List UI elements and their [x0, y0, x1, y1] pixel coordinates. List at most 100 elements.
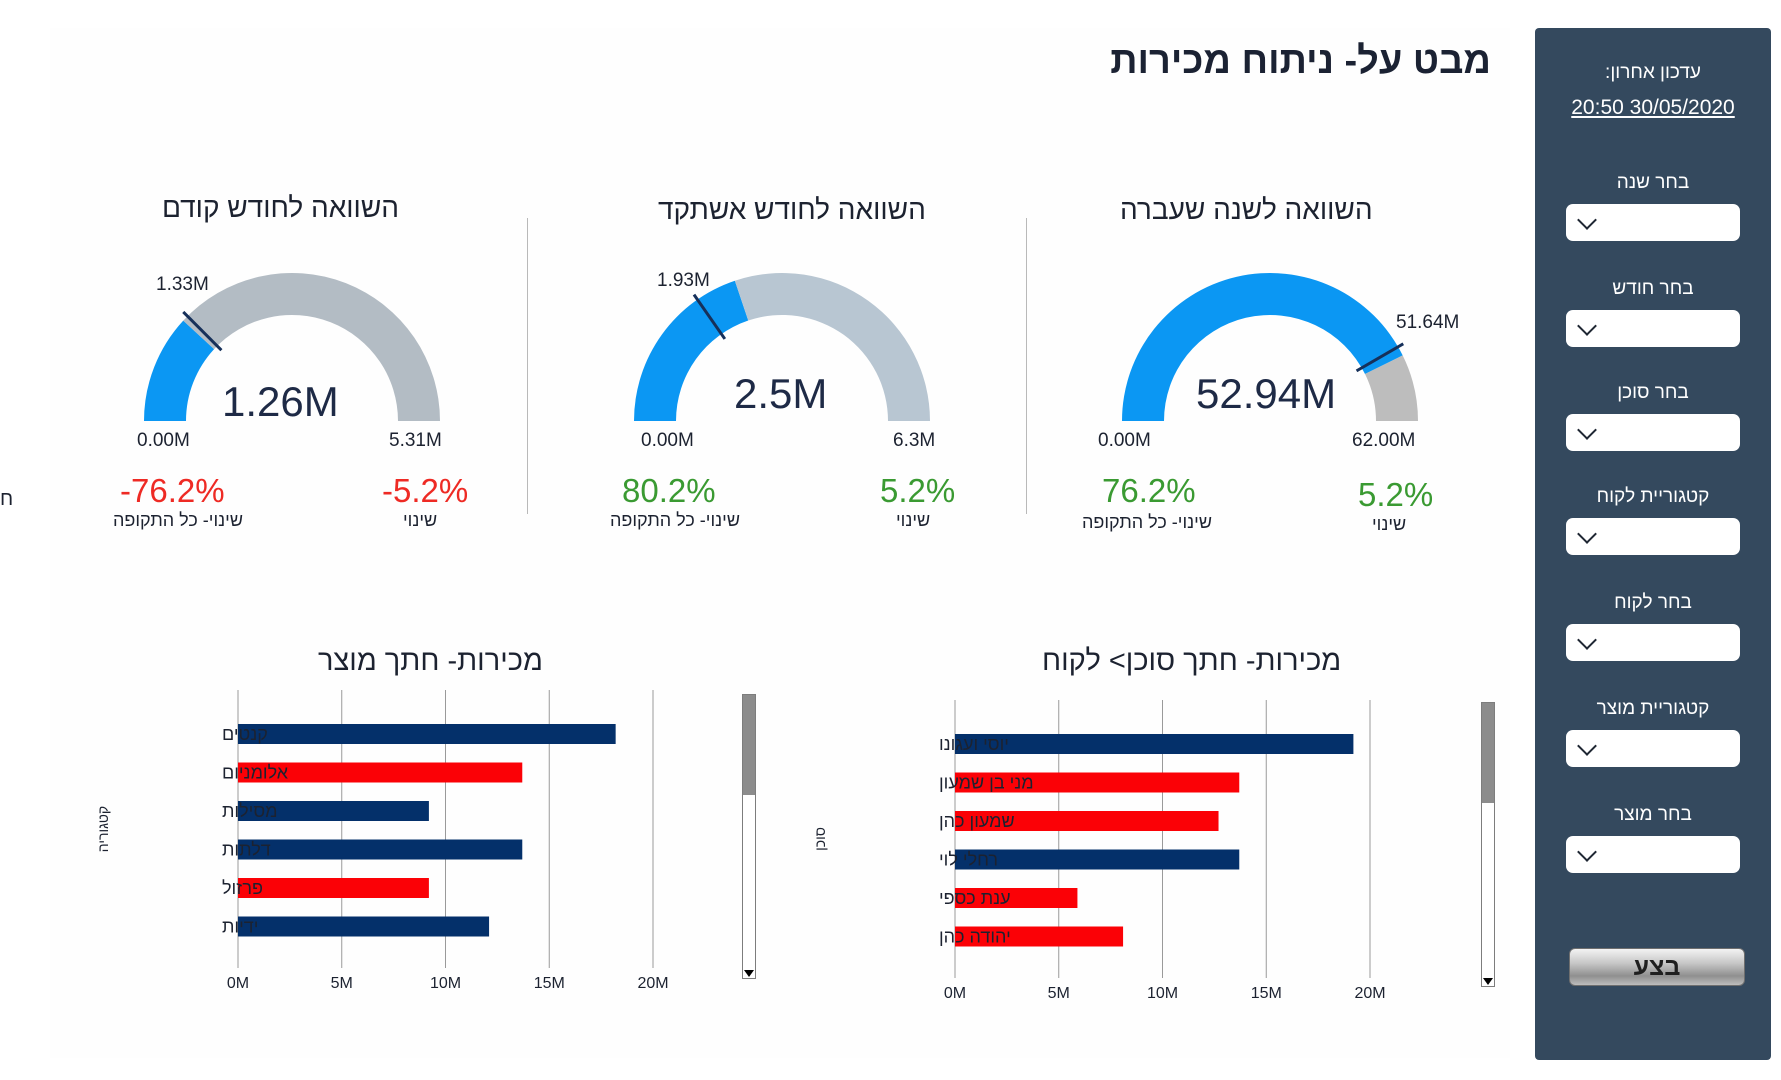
gauge-change-label-month-last-year: שינוי: [896, 510, 931, 530]
bar[interactable]: [238, 762, 523, 783]
category-label: שמעון כהן: [939, 811, 1015, 831]
gauge-change-prev-month: -5.2%: [382, 472, 469, 509]
bar[interactable]: [955, 811, 1219, 831]
last-update-value: 20:50 30/05/2020: [1571, 96, 1735, 119]
bar[interactable]: [955, 849, 1240, 870]
gauge-max-year: 62.00M: [1352, 430, 1416, 451]
gauge-fill: [634, 280, 749, 421]
customer-select[interactable]: [1566, 624, 1740, 661]
product-select[interactable]: [1566, 836, 1740, 873]
y-axis-label: קטגוריה: [95, 806, 111, 852]
scrollbar-thumb[interactable]: [1482, 703, 1494, 803]
gauge-max-prev-month: 5.31M: [389, 430, 442, 451]
category-label: אלומניום: [222, 763, 289, 783]
bar[interactable]: [955, 888, 1078, 908]
category-label: ידיות: [222, 917, 258, 937]
gauge-remainder: [183, 273, 440, 421]
year-select[interactable]: [1566, 204, 1740, 241]
scroll-down-arrow-icon[interactable]: [744, 970, 754, 977]
gauge-fill: [144, 320, 215, 421]
filter-label-customer-category: קטגוריית לקוח: [1596, 486, 1710, 507]
gauge-year: [1122, 272, 1418, 421]
x-tick-label: 20M: [1354, 985, 1385, 1002]
x-tick-label: 15M: [534, 975, 565, 992]
edge-partial-text: ח: [0, 488, 14, 510]
gauge-change-month-last-year: 5.2%: [880, 472, 956, 509]
filter-label-customer: בחר לקוח: [1614, 592, 1692, 613]
chevron-down-icon: [1577, 316, 1597, 336]
category-label: מסילות: [222, 801, 278, 821]
gauge-target-marker: [1355, 342, 1405, 373]
chart-product: 0M 5M 10M 15M 20M קנטים אלומניום מסילות דלתות פרז…: [95, 690, 669, 992]
x-tick-label: 10M: [430, 975, 461, 992]
gauge-max-month-last-year: 6.3M: [893, 430, 936, 451]
gauge-min-month-last-year: 0.00M: [641, 430, 694, 451]
bar[interactable]: [238, 878, 429, 898]
x-tick-label: 10M: [1147, 985, 1178, 1002]
gauge-prev-month: [144, 273, 440, 421]
bar[interactable]: [955, 926, 1124, 947]
gauge-change-period-label-year: שינוי- כל התקופה: [1082, 512, 1212, 532]
gauge-target-year: 51.64M: [1396, 312, 1460, 333]
filter-label-product: בחר מוצר: [1614, 804, 1692, 825]
gauge-target-marker: [692, 293, 727, 340]
gauge-change-period-prev-month: -76.2%: [120, 472, 225, 509]
scrollbar-thumb[interactable]: [743, 695, 755, 795]
category-label: יהודה כהן: [939, 927, 1011, 947]
chevron-down-icon: [1577, 736, 1597, 756]
gauge-change-period-label-month-last-year: שינוי- כל התקופה: [610, 510, 740, 530]
category-label: דלתות: [222, 840, 271, 860]
agent-select[interactable]: [1566, 414, 1740, 451]
gauge-title-year: השוואה לשנה שעברה: [1120, 194, 1373, 225]
chevron-down-icon: [1577, 630, 1597, 650]
gauge-fill: [1122, 272, 1403, 421]
gauge-value-prev-month: 1.26M: [222, 378, 339, 425]
bar[interactable]: [238, 801, 429, 821]
month-select[interactable]: [1566, 310, 1740, 347]
gauge-value-month-last-year: 2.5M: [734, 370, 828, 417]
x-tick-label: 0M: [227, 975, 249, 992]
category-label: רחלי לוי: [939, 850, 998, 870]
bar[interactable]: [238, 839, 523, 860]
gauge-month-last-year: [634, 273, 930, 421]
chevron-down-icon: [1577, 420, 1597, 440]
bar[interactable]: [238, 916, 490, 937]
gauge-value-year: 52.94M: [1196, 370, 1337, 417]
chart-agent-customer-scrollbar[interactable]: [1481, 702, 1495, 987]
scroll-down-arrow-icon[interactable]: [1483, 978, 1493, 985]
last-update-label: עדכון אחרון:: [1605, 62, 1701, 83]
gauge-divider: [527, 218, 528, 514]
chart-title-agent-customer: מכירות- חתך סוכן> לקוח: [1042, 645, 1342, 677]
filter-label-product-category: קטגוריית מוצר: [1596, 698, 1710, 719]
gauge-min-year: 0.00M: [1098, 430, 1151, 451]
filter-label-year: בחר שנה: [1616, 172, 1690, 193]
chevron-down-icon: [1577, 210, 1597, 230]
bar[interactable]: [955, 734, 1354, 754]
filter-sidebar: עדכון אחרון: 20:50 30/05/2020 בחר שנה בח…: [1535, 28, 1771, 1060]
x-tick-label: 5M: [331, 975, 353, 992]
chart-agent-customer: 0M 5M 10M 15M 20M יוסי ועגונו מני בן שמעון שמעו…: [812, 700, 1386, 1002]
execute-button[interactable]: בצע: [1569, 948, 1745, 986]
gauge-title-month-last-year: השוואה לחודש אשתקד: [658, 194, 926, 225]
chevron-down-icon: [1577, 524, 1597, 544]
page-title: מבט על- ניתוח מכירות: [1110, 40, 1491, 82]
customer-category-select[interactable]: [1566, 518, 1740, 555]
bar[interactable]: [238, 724, 616, 744]
gauge-remainder: [734, 273, 930, 421]
gauge-title-prev-month: השוואה לחודש קודם: [162, 192, 400, 223]
filter-label-agent: בחר סוכן: [1617, 382, 1689, 403]
chevron-down-icon: [1577, 842, 1597, 862]
gauge-divider: [1026, 218, 1027, 514]
gauge-change-label-prev-month: שינוי: [403, 510, 438, 530]
chart-title-product: מכירות- חתך מוצר: [318, 645, 543, 677]
chart-product-scrollbar[interactable]: [742, 694, 756, 979]
category-label: יוסי ועגונו: [939, 734, 1009, 754]
gauge-target-marker: [182, 310, 223, 352]
product-category-select[interactable]: [1566, 730, 1740, 767]
gauge-change-year: 5.2%: [1358, 476, 1434, 513]
gauge-change-period-label-prev-month: שינוי- כל התקופה: [113, 510, 243, 530]
gauge-min-prev-month: 0.00M: [137, 430, 190, 451]
filter-label-month: בחר חודש: [1612, 278, 1694, 299]
bar[interactable]: [955, 772, 1240, 793]
category-label: קנטים: [222, 724, 268, 744]
